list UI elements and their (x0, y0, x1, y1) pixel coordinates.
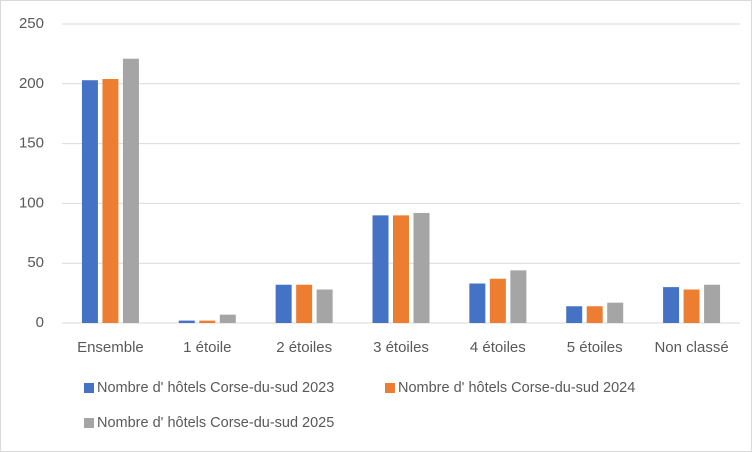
bar (219, 314, 236, 323)
x-tick-label: 5 étoiles (567, 339, 623, 356)
legend-swatch (84, 418, 94, 428)
bar (393, 215, 409, 323)
bar (607, 302, 624, 323)
bar (586, 306, 603, 323)
legend-swatch (385, 383, 395, 393)
bar (663, 287, 680, 323)
bar (413, 212, 430, 323)
bar (178, 320, 195, 323)
bar (510, 270, 527, 323)
bar (275, 284, 292, 323)
bar (489, 278, 506, 323)
legend-swatch (84, 383, 94, 393)
bar (81, 80, 98, 323)
legend-label: Nombre d' hôtels Corse-du-sud 2023 (97, 380, 334, 396)
x-tick-label: 4 étoiles (470, 339, 526, 356)
bar (296, 284, 313, 323)
bar (372, 215, 389, 323)
legend-label: Nombre d' hôtels Corse-du-sud 2025 (97, 415, 334, 431)
x-tick-label: Ensemble (77, 339, 144, 356)
legend-label: Nombre d' hôtels Corse-du-sud 2024 (398, 380, 635, 396)
bar (683, 289, 700, 323)
x-tick-label: 1 étoile (183, 339, 231, 356)
bar (566, 306, 583, 323)
y-tick-label: 250 (19, 15, 44, 32)
y-tick-label: 150 (19, 135, 44, 152)
bar (122, 58, 139, 324)
x-tick-label: Non classé (654, 339, 728, 356)
x-tick-label: 3 étoiles (373, 339, 429, 356)
bar (102, 79, 119, 324)
x-tick-label: 2 étoiles (276, 339, 332, 356)
y-tick-label: 200 (19, 75, 44, 92)
y-tick-label: 0 (36, 314, 44, 331)
bar (704, 284, 721, 323)
bar (469, 283, 486, 323)
y-tick-label: 50 (27, 254, 44, 271)
y-tick-label: 100 (19, 194, 44, 211)
bar (316, 289, 333, 323)
bar (199, 320, 216, 323)
